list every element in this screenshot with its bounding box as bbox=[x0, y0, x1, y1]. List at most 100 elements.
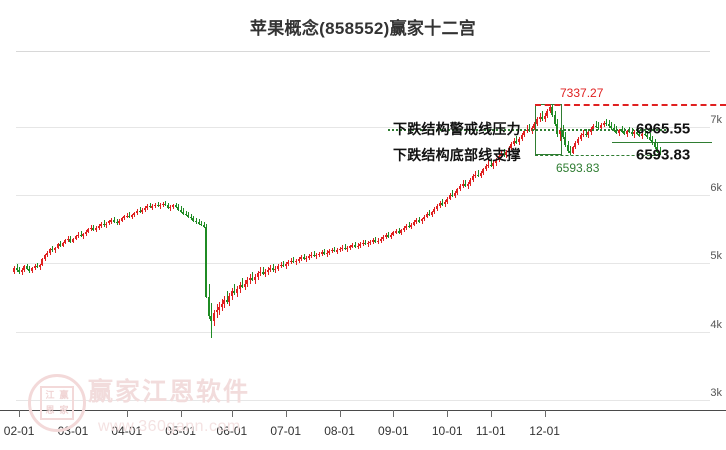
candle-body bbox=[87, 229, 90, 232]
candle-body bbox=[112, 220, 115, 222]
candle-wick bbox=[660, 147, 661, 155]
candle-body bbox=[612, 128, 615, 131]
candle-wick bbox=[442, 198, 443, 206]
candle-wick bbox=[399, 227, 400, 234]
annotation-resistance-label: 下跌结构警戒线压力 bbox=[393, 121, 521, 138]
candle-wick bbox=[129, 212, 130, 219]
candle-body bbox=[236, 289, 239, 294]
candle-body bbox=[374, 240, 377, 242]
candle-body bbox=[659, 151, 661, 153]
candle-body bbox=[474, 174, 477, 177]
gridline-7k bbox=[16, 127, 710, 128]
candle-wick bbox=[409, 221, 410, 228]
candle-body bbox=[359, 243, 362, 246]
candle-body bbox=[156, 204, 159, 207]
candle-body bbox=[533, 123, 536, 128]
candle-body bbox=[66, 239, 69, 241]
candle-wick bbox=[234, 283, 235, 296]
candle-body bbox=[336, 250, 338, 252]
candle-body bbox=[107, 221, 110, 224]
candle-body bbox=[551, 106, 554, 115]
candle-body bbox=[459, 185, 462, 190]
candle-body bbox=[36, 266, 39, 268]
candle-body bbox=[617, 130, 620, 134]
candle-body bbox=[451, 195, 454, 197]
candle-wick bbox=[475, 170, 476, 179]
candle-body bbox=[307, 255, 310, 258]
candle-body bbox=[515, 141, 518, 143]
seal-char: 家 bbox=[59, 405, 69, 415]
candle-body bbox=[420, 219, 423, 222]
candle-body bbox=[215, 310, 218, 313]
candle-wick bbox=[388, 232, 389, 239]
candle-body bbox=[153, 204, 156, 207]
x-tick-mark bbox=[180, 410, 182, 417]
y-tick-label: 4k bbox=[710, 318, 722, 331]
candle-wick bbox=[252, 271, 253, 282]
candle-body bbox=[179, 209, 182, 212]
candle-wick bbox=[606, 118, 607, 126]
candle-body bbox=[120, 218, 123, 221]
candle-body bbox=[300, 257, 303, 259]
y-tick-label: 6k bbox=[710, 182, 722, 195]
candle-body bbox=[366, 243, 369, 245]
candle-body bbox=[502, 154, 505, 156]
candle-body bbox=[418, 220, 421, 222]
candle-body bbox=[292, 260, 295, 263]
candle-body bbox=[13, 268, 15, 272]
candle-body bbox=[341, 247, 344, 249]
candle-body bbox=[48, 249, 51, 254]
candle-wick bbox=[540, 112, 541, 122]
candle-body bbox=[561, 129, 564, 137]
x-axis-line bbox=[0, 410, 726, 411]
candle-body bbox=[95, 227, 98, 230]
candle-body bbox=[20, 269, 23, 272]
gridline-5k bbox=[16, 263, 710, 265]
candle-body bbox=[389, 234, 392, 238]
candle-wick bbox=[334, 246, 335, 253]
annotation-support-label: 下跌结构底部线支撑 bbox=[393, 146, 521, 163]
candle-wick bbox=[117, 218, 118, 225]
candle-body bbox=[487, 164, 490, 166]
candle-body bbox=[51, 249, 54, 251]
candle-body bbox=[587, 132, 590, 136]
candle-body bbox=[430, 212, 433, 215]
candle-body bbox=[333, 250, 336, 252]
gridline-3k bbox=[16, 399, 710, 401]
candle-body bbox=[151, 206, 154, 208]
candle-body bbox=[212, 312, 215, 322]
candle-body bbox=[261, 271, 264, 274]
candle-body bbox=[625, 131, 628, 134]
candle-wick bbox=[488, 160, 489, 168]
candle-body bbox=[330, 250, 333, 252]
candle-wick bbox=[37, 262, 38, 269]
x-tick-label: 07-01 bbox=[270, 424, 302, 438]
candle-wick bbox=[586, 129, 587, 137]
candle-body bbox=[41, 259, 44, 266]
candle-wick bbox=[501, 150, 502, 159]
candle-body bbox=[638, 133, 641, 136]
candle-body bbox=[202, 224, 205, 227]
candle-body bbox=[656, 147, 659, 152]
candle-body bbox=[559, 129, 562, 135]
candle-body bbox=[171, 205, 174, 207]
candle-body bbox=[105, 223, 108, 226]
candle-wick bbox=[127, 212, 128, 219]
x-tick-mark bbox=[285, 410, 287, 417]
watermark-brand: 赢家江恩软件 bbox=[88, 378, 251, 406]
candle-body bbox=[243, 283, 246, 287]
candle-body bbox=[220, 304, 223, 308]
candle-body bbox=[443, 202, 446, 205]
candle-body bbox=[128, 215, 131, 218]
candle-wick bbox=[181, 206, 182, 213]
candle-wick bbox=[358, 243, 359, 250]
candle-body bbox=[125, 215, 128, 217]
candle-body bbox=[364, 242, 367, 245]
candle-wick bbox=[35, 264, 36, 271]
candle-body bbox=[146, 206, 149, 208]
candle-body bbox=[84, 231, 87, 235]
candle-body bbox=[400, 230, 403, 233]
candle-body bbox=[38, 265, 41, 268]
candle-wick bbox=[527, 124, 528, 134]
candle-body bbox=[371, 240, 374, 242]
